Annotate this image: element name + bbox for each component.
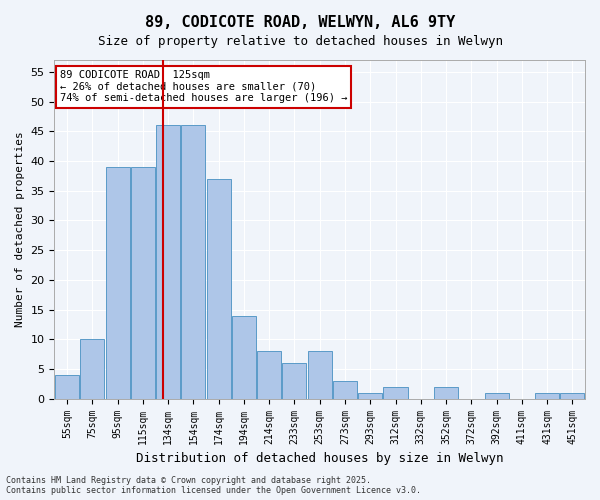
Bar — [560, 393, 584, 398]
Bar — [80, 340, 104, 398]
Y-axis label: Number of detached properties: Number of detached properties — [15, 132, 25, 327]
Text: 89 CODICOTE ROAD: 125sqm
← 26% of detached houses are smaller (70)
74% of semi-d: 89 CODICOTE ROAD: 125sqm ← 26% of detach… — [60, 70, 347, 103]
Bar — [181, 126, 205, 398]
Bar — [485, 393, 509, 398]
Bar — [434, 387, 458, 398]
Bar — [383, 387, 407, 398]
Bar — [283, 363, 307, 398]
Text: Contains HM Land Registry data © Crown copyright and database right 2025.
Contai: Contains HM Land Registry data © Crown c… — [6, 476, 421, 495]
Text: 89, CODICOTE ROAD, WELWYN, AL6 9TY: 89, CODICOTE ROAD, WELWYN, AL6 9TY — [145, 15, 455, 30]
Bar — [106, 167, 130, 398]
Bar — [206, 179, 230, 398]
Text: Size of property relative to detached houses in Welwyn: Size of property relative to detached ho… — [97, 35, 503, 48]
Bar — [232, 316, 256, 398]
Bar — [131, 167, 155, 398]
Bar — [358, 393, 382, 398]
Bar — [535, 393, 559, 398]
Bar — [308, 351, 332, 399]
Bar — [156, 126, 180, 398]
Bar — [257, 351, 281, 399]
Bar — [333, 381, 357, 398]
Bar — [55, 375, 79, 398]
X-axis label: Distribution of detached houses by size in Welwyn: Distribution of detached houses by size … — [136, 452, 503, 465]
